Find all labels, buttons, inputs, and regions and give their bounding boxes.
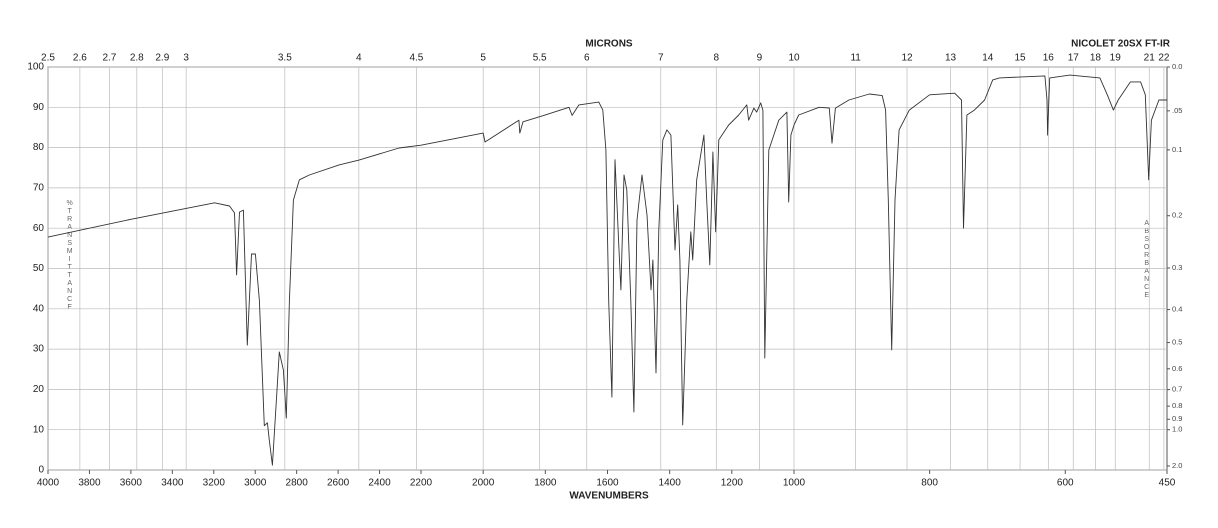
y-tick-label: 50 — [33, 263, 45, 274]
spectrum-line — [47, 74, 1167, 466]
x-tick-label: 600 — [1057, 478, 1074, 489]
x-tick-label: 3000 — [244, 478, 267, 489]
micron-tick-label: 22 — [1158, 53, 1170, 64]
x-tick-label: 2400 — [368, 478, 391, 489]
micron-tick-label: 17 — [1068, 53, 1080, 64]
absorbance-tick-label: 0.4 — [1172, 305, 1182, 314]
x-tick-label: 3800 — [78, 478, 101, 489]
micron-tick-label: 4 — [356, 53, 362, 64]
micron-tick-label: 6 — [584, 53, 590, 64]
y-tick-label: 40 — [33, 303, 45, 314]
absorbance-tick-label: 0.3 — [1172, 263, 1182, 272]
micron-tick-label: 12 — [901, 53, 913, 64]
y-tick-label: 60 — [33, 223, 45, 234]
absorbance-tick-label: 2.0 — [1172, 461, 1182, 470]
y-tick-label: 70 — [33, 183, 45, 194]
micron-tick-label: 19 — [1110, 53, 1122, 64]
x-tick-label: 3200 — [203, 478, 226, 489]
micron-tick-label: 3.5 — [278, 53, 292, 64]
absorbance-tick-label: 1.0 — [1172, 425, 1182, 434]
x-tick-label: 2000 — [472, 478, 495, 489]
x-tick-label: 1200 — [721, 478, 744, 489]
absorbance-tick-label: 0.6 — [1172, 364, 1182, 373]
micron-tick-label: 18 — [1090, 53, 1102, 64]
micron-tick-label: 16 — [1043, 53, 1055, 64]
micron-tick-label: 13 — [945, 53, 957, 64]
micron-tick-label: 21 — [1144, 53, 1156, 64]
x-tick-label: 3600 — [120, 478, 143, 489]
y-tick-label: 0 — [38, 465, 44, 476]
micron-tick-label: 5 — [480, 53, 486, 64]
absorbance-tick-label: 0.1 — [1172, 145, 1182, 154]
micron-tick-label: 15 — [1014, 53, 1026, 64]
micron-tick-label: 8 — [714, 53, 720, 64]
micron-tick-label: 3 — [183, 53, 189, 64]
x-axis-title: WAVENUMBERS — [569, 491, 649, 502]
y-tick-label: 10 — [33, 424, 45, 435]
y-tick-label: 100 — [27, 62, 44, 73]
x-tick-label: 1400 — [659, 478, 682, 489]
absorbance-tick-label: .05 — [1172, 106, 1182, 115]
micron-axis-title: MICRONS — [585, 39, 633, 50]
y-tick-label: 20 — [33, 384, 45, 395]
absorbance-tick-label: 0.8 — [1172, 401, 1182, 410]
absorbance-tick-label: 0.2 — [1172, 211, 1182, 220]
y2-axis-title: ABSORBANCE — [1143, 220, 1150, 300]
x-tick-label: 2200 — [410, 478, 433, 489]
micron-tick-label: 2.6 — [73, 53, 87, 64]
x-tick-label: 1600 — [596, 478, 619, 489]
micron-tick-label: 2.9 — [155, 53, 169, 64]
x-tick-label: 4000 — [37, 478, 60, 489]
micron-tick-label: 10 — [788, 53, 800, 64]
micron-tick-label: 14 — [982, 53, 994, 64]
absorbance-tick-label: 0.0 — [1172, 62, 1182, 71]
micron-tick-label: 9 — [757, 53, 763, 64]
x-tick-label: 1000 — [783, 478, 806, 489]
micron-tick-label: 2.7 — [102, 53, 116, 64]
absorbance-tick-label: 0.9 — [1172, 414, 1182, 423]
micron-tick-label: 4.5 — [409, 53, 423, 64]
micron-tick-label: 7 — [658, 53, 664, 64]
chart-title: NICOLET 20SX FT-IR — [1071, 39, 1171, 50]
x-tick-label: 1800 — [534, 478, 557, 489]
y-tick-label: 30 — [33, 344, 45, 355]
y-tick-label: 80 — [33, 142, 45, 153]
x-tick-label: 2800 — [286, 478, 309, 489]
y-tick-label: 90 — [33, 102, 45, 113]
x-tick-label: 800 — [921, 478, 938, 489]
x-tick-label: 3400 — [161, 478, 184, 489]
x-tick-label: 2600 — [327, 478, 350, 489]
micron-tick-label: 2.5 — [41, 53, 55, 64]
y-axis-title: %TRANSMITTANCE — [66, 200, 73, 312]
micron-tick-label: 11 — [850, 53, 861, 64]
absorbance-tick-label: 0.5 — [1172, 338, 1182, 347]
micron-tick-label: 2.8 — [130, 53, 144, 64]
x-tick-label: 450 — [1159, 478, 1176, 489]
absorbance-tick-label: 0.7 — [1172, 385, 1182, 394]
micron-tick-label: 5.5 — [533, 53, 547, 64]
